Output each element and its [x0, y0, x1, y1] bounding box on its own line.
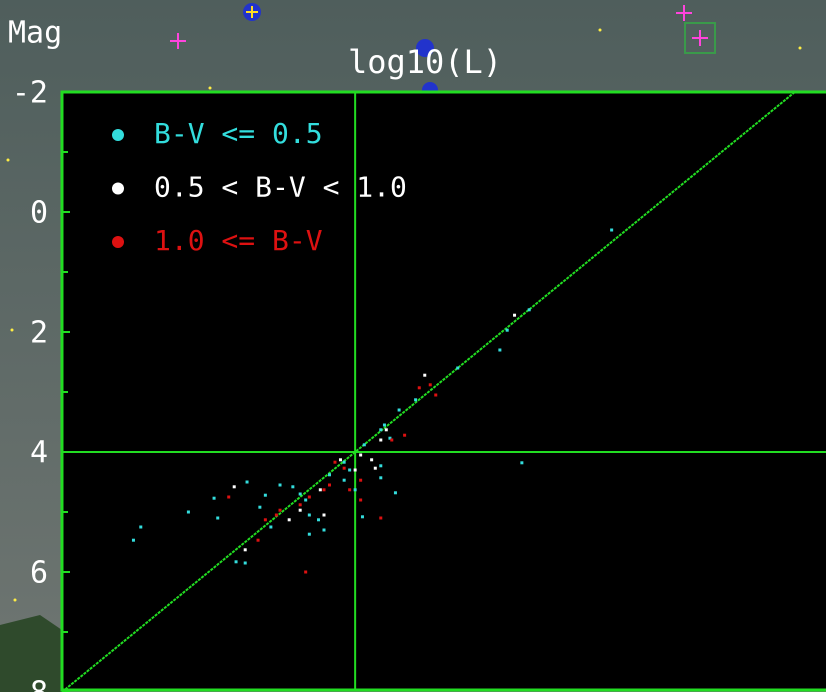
- scatter-point: [348, 488, 351, 491]
- legend-label: B-V <= 0.5: [154, 117, 323, 150]
- legend-label: 1.0 <= B-V: [154, 224, 323, 257]
- scatter-point: [379, 476, 382, 479]
- scatter-point: [139, 526, 142, 529]
- scatter-point: [279, 484, 282, 487]
- scatter-point: [506, 329, 509, 332]
- scatter-point: [304, 571, 307, 574]
- scatter-point: [343, 467, 346, 470]
- scatter-point: [299, 509, 302, 512]
- scatter-point: [361, 515, 364, 518]
- scatter-point: [414, 398, 417, 401]
- scatter-point: [513, 314, 516, 317]
- scatter-point: [348, 469, 351, 472]
- scatter-point: [333, 461, 336, 464]
- scatter-point: [359, 454, 362, 457]
- scatter-point: [390, 439, 393, 442]
- scatter-point: [213, 497, 216, 500]
- scatter-point: [299, 503, 302, 506]
- scatter-point: [379, 428, 382, 431]
- scatter-point: [354, 469, 357, 472]
- y-axis-label: Mag: [8, 16, 62, 51]
- scatter-point: [132, 539, 135, 542]
- scatter-point: [354, 488, 357, 491]
- scatter-point: [233, 485, 236, 488]
- scatter-point: [343, 479, 346, 482]
- scatter-point: [418, 386, 421, 389]
- scatter-point: [279, 509, 282, 512]
- scatter-point: [319, 488, 322, 491]
- scatter-point: [363, 443, 366, 446]
- scatter-point: [434, 394, 437, 397]
- scatter-point: [269, 526, 272, 529]
- scatter-point: [322, 514, 325, 517]
- scatter-point: [370, 458, 373, 461]
- screen: Mag log10(L) -2 0 2 4 6 8 B-V <= 0.5 0.5 < B-V …: [0, 0, 826, 692]
- star-dot: [799, 47, 802, 50]
- scatter-point: [379, 439, 382, 442]
- y-tick-label: 8: [30, 676, 48, 692]
- scatter-point: [244, 562, 247, 565]
- scatter-point: [264, 518, 267, 521]
- legend-marker: [112, 183, 124, 195]
- scatter-point: [359, 499, 362, 502]
- scatter-point: [385, 428, 388, 431]
- scatter-point: [308, 533, 311, 536]
- scatter-point: [359, 479, 362, 482]
- star-dot: [209, 87, 212, 90]
- legend-marker: [112, 129, 124, 141]
- scatter-point: [317, 518, 320, 521]
- scatter-point: [520, 461, 523, 464]
- legend-marker: [112, 236, 124, 248]
- scatter-point: [374, 467, 377, 470]
- star-dot: [599, 29, 602, 32]
- scatter-point: [291, 485, 294, 488]
- star-dot: [11, 329, 14, 332]
- scatter-point: [610, 229, 613, 232]
- scatter-point: [187, 511, 190, 514]
- scatter-point: [383, 424, 386, 427]
- y-tick-label: 6: [30, 556, 48, 591]
- scatter-point: [258, 506, 261, 509]
- scatter-point: [429, 383, 432, 386]
- scatter-point: [275, 514, 278, 517]
- scatter-point: [403, 434, 406, 437]
- scatter-point: [328, 484, 331, 487]
- scatter-point: [528, 308, 531, 311]
- scatter-point: [498, 349, 501, 352]
- legend-label: 0.5 < B-V < 1.0: [154, 171, 407, 204]
- scatter-point: [244, 548, 247, 551]
- scatter-point: [308, 514, 311, 517]
- y-tick-label: 2: [30, 316, 48, 351]
- y-tick-label: 4: [30, 436, 48, 471]
- scatter-point: [264, 494, 267, 497]
- scatter-point: [394, 491, 397, 494]
- scatter-point: [456, 367, 459, 370]
- scatter-point: [423, 374, 426, 377]
- star-dot: [7, 159, 10, 162]
- scatter-point: [304, 499, 307, 502]
- scatter-point: [343, 461, 346, 464]
- scatter-point: [339, 458, 342, 461]
- scatter-point: [235, 560, 238, 563]
- scatter-point: [288, 518, 291, 521]
- scatter-point: [227, 496, 230, 499]
- y-tick-label: -2: [12, 76, 48, 111]
- scatter-point: [246, 481, 249, 484]
- star-dot: [14, 599, 17, 602]
- scatter-point: [322, 488, 325, 491]
- scatter-point: [322, 529, 325, 532]
- scatter-point: [216, 517, 219, 520]
- chart-title: log10(L): [348, 43, 502, 81]
- scatter-point: [398, 409, 401, 412]
- scatter-point: [257, 539, 260, 542]
- scatter-point: [379, 464, 382, 467]
- y-tick-label: 0: [30, 196, 48, 231]
- scatter-point: [308, 496, 311, 499]
- scatter-point: [299, 493, 302, 496]
- scatter-point: [379, 517, 382, 520]
- scatter-point: [328, 473, 331, 476]
